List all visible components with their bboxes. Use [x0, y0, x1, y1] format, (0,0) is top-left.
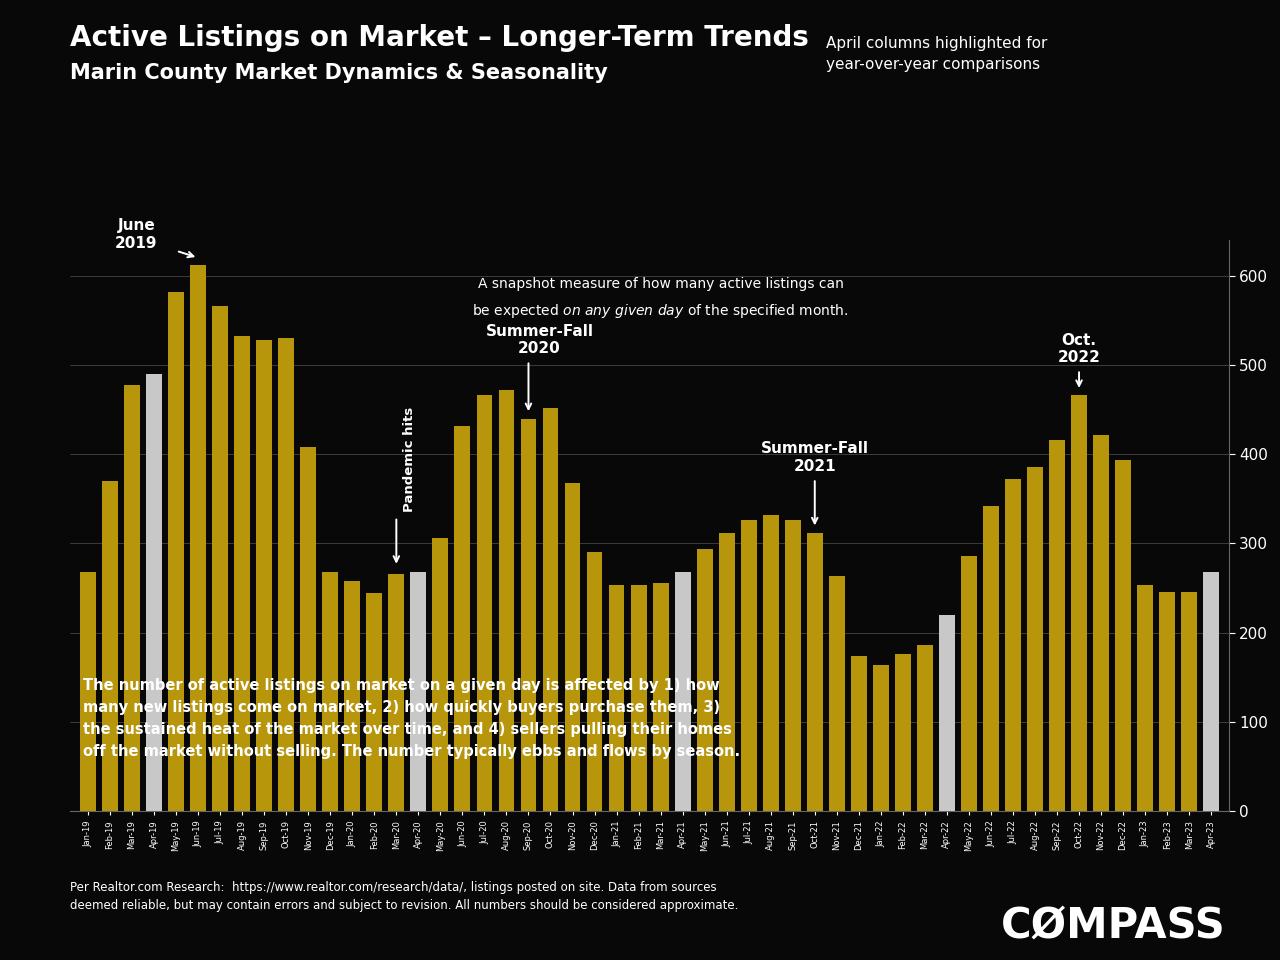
- Bar: [608, 585, 625, 811]
- Bar: [256, 340, 273, 811]
- Text: Marin County Market Dynamics & Seasonality: Marin County Market Dynamics & Seasonali…: [70, 63, 608, 84]
- Bar: [146, 373, 163, 811]
- Bar: [1050, 440, 1065, 811]
- Bar: [916, 645, 933, 811]
- Bar: [631, 585, 646, 811]
- Bar: [564, 483, 580, 811]
- Bar: [1093, 435, 1108, 811]
- Bar: [895, 654, 911, 811]
- Text: Oct.
2022: Oct. 2022: [1057, 332, 1101, 365]
- Bar: [806, 533, 823, 811]
- Bar: [124, 385, 140, 811]
- Bar: [1181, 591, 1197, 811]
- Bar: [323, 572, 338, 811]
- Bar: [366, 593, 383, 811]
- Bar: [476, 396, 493, 811]
- Bar: [543, 408, 558, 811]
- Bar: [1137, 585, 1153, 811]
- Bar: [234, 336, 250, 811]
- Bar: [1005, 479, 1021, 811]
- Bar: [388, 574, 404, 811]
- Bar: [344, 581, 360, 811]
- Bar: [168, 292, 184, 811]
- Bar: [1071, 396, 1087, 811]
- Text: Per Realtor.com Research:  https://www.realtor.com/research/data/, listings post: Per Realtor.com Research: https://www.re…: [70, 881, 739, 912]
- Bar: [983, 506, 998, 811]
- Bar: [1203, 572, 1219, 811]
- Bar: [961, 556, 977, 811]
- Bar: [653, 583, 668, 811]
- Text: Summer-Fall
2020: Summer-Fall 2020: [485, 324, 594, 356]
- Text: June
2019: June 2019: [115, 218, 157, 251]
- Text: Pandemic hits: Pandemic hits: [403, 407, 416, 513]
- Bar: [191, 265, 206, 811]
- Bar: [785, 520, 801, 811]
- Bar: [873, 665, 888, 811]
- Text: Active Listings on Market – Longer-Term Trends: Active Listings on Market – Longer-Term …: [70, 24, 809, 52]
- Bar: [433, 539, 448, 811]
- Bar: [741, 520, 756, 811]
- Bar: [1160, 591, 1175, 811]
- Bar: [81, 572, 96, 811]
- Bar: [1115, 460, 1132, 811]
- Text: be expected $\it{on\ any\ given\ day}$ of the specified month.: be expected $\it{on\ any\ given\ day}$ o…: [472, 302, 849, 321]
- Bar: [763, 515, 778, 811]
- Text: A snapshot measure of how many active listings can: A snapshot measure of how many active li…: [477, 277, 844, 292]
- Bar: [212, 306, 228, 811]
- Bar: [521, 419, 536, 811]
- Bar: [719, 533, 735, 811]
- Text: CØMPASS: CØMPASS: [1001, 904, 1226, 947]
- Bar: [675, 572, 691, 811]
- Bar: [301, 447, 316, 811]
- Bar: [696, 549, 713, 811]
- Bar: [498, 390, 515, 811]
- Text: The number of active listings on market on a given day is affected by 1) how
man: The number of active listings on market …: [83, 678, 740, 759]
- Bar: [1027, 467, 1043, 811]
- Bar: [586, 552, 603, 811]
- Bar: [454, 425, 470, 811]
- Text: April columns highlighted for
year-over-year comparisons: April columns highlighted for year-over-…: [826, 36, 1047, 73]
- Bar: [102, 481, 118, 811]
- Text: Summer-Fall
2021: Summer-Fall 2021: [760, 442, 869, 474]
- Bar: [851, 656, 867, 811]
- Bar: [940, 614, 955, 811]
- Bar: [411, 572, 426, 811]
- Bar: [278, 338, 294, 811]
- Bar: [829, 576, 845, 811]
